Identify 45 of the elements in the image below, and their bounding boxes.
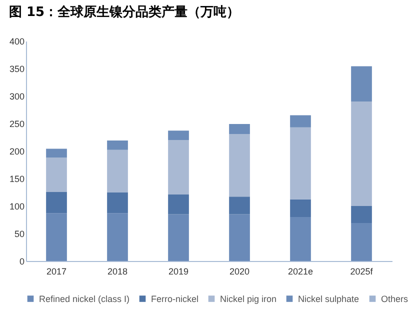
legend-label: Nickel sulphate [298, 294, 360, 304]
y-tick-label: 200 [9, 146, 24, 156]
y-tick-label: 350 [9, 64, 24, 74]
y-tick-label: 50 [14, 229, 24, 239]
bar [351, 102, 372, 206]
bar [168, 140, 189, 194]
bar [168, 130, 189, 140]
y-tick-label: 300 [9, 92, 24, 102]
bar [168, 194, 189, 214]
bar [290, 127, 311, 200]
legend-label: Nickel pig iron [220, 294, 277, 304]
bar [168, 214, 189, 261]
x-tick-label: 2018 [107, 266, 128, 276]
bar [229, 124, 250, 134]
bar [107, 140, 128, 150]
bar [229, 196, 250, 214]
y-tick-label: 150 [9, 174, 24, 184]
bar [229, 134, 250, 197]
legend-label: Others [381, 294, 409, 304]
bar [46, 148, 67, 158]
x-tick-label: 2021e [288, 266, 314, 276]
y-tick-label: 400 [9, 36, 24, 46]
bar [107, 150, 128, 192]
bar [46, 213, 67, 261]
y-tick-label: 0 [19, 256, 24, 266]
legend-label: Refined nickel (class I) [39, 294, 130, 304]
bar [290, 115, 311, 128]
x-tick-label: 2017 [46, 266, 67, 276]
legend-label: Ferro-nickel [151, 294, 199, 304]
bar [46, 158, 67, 192]
bar [351, 66, 372, 102]
chart-title: 图 15：全球原生镍分品类产量（万吨） [8, 4, 240, 20]
bar [229, 214, 250, 261]
y-tick-label: 100 [9, 202, 24, 212]
bar [290, 199, 311, 217]
bar [46, 192, 67, 214]
bar [107, 192, 128, 214]
bar [290, 217, 311, 261]
x-tick-label: 2019 [168, 266, 189, 276]
x-tick-label: 2025f [350, 266, 374, 276]
y-tick-label: 250 [9, 119, 24, 129]
x-tick-label: 2020 [229, 266, 250, 276]
bar [107, 213, 128, 261]
bar [351, 206, 372, 224]
bar [351, 223, 372, 261]
